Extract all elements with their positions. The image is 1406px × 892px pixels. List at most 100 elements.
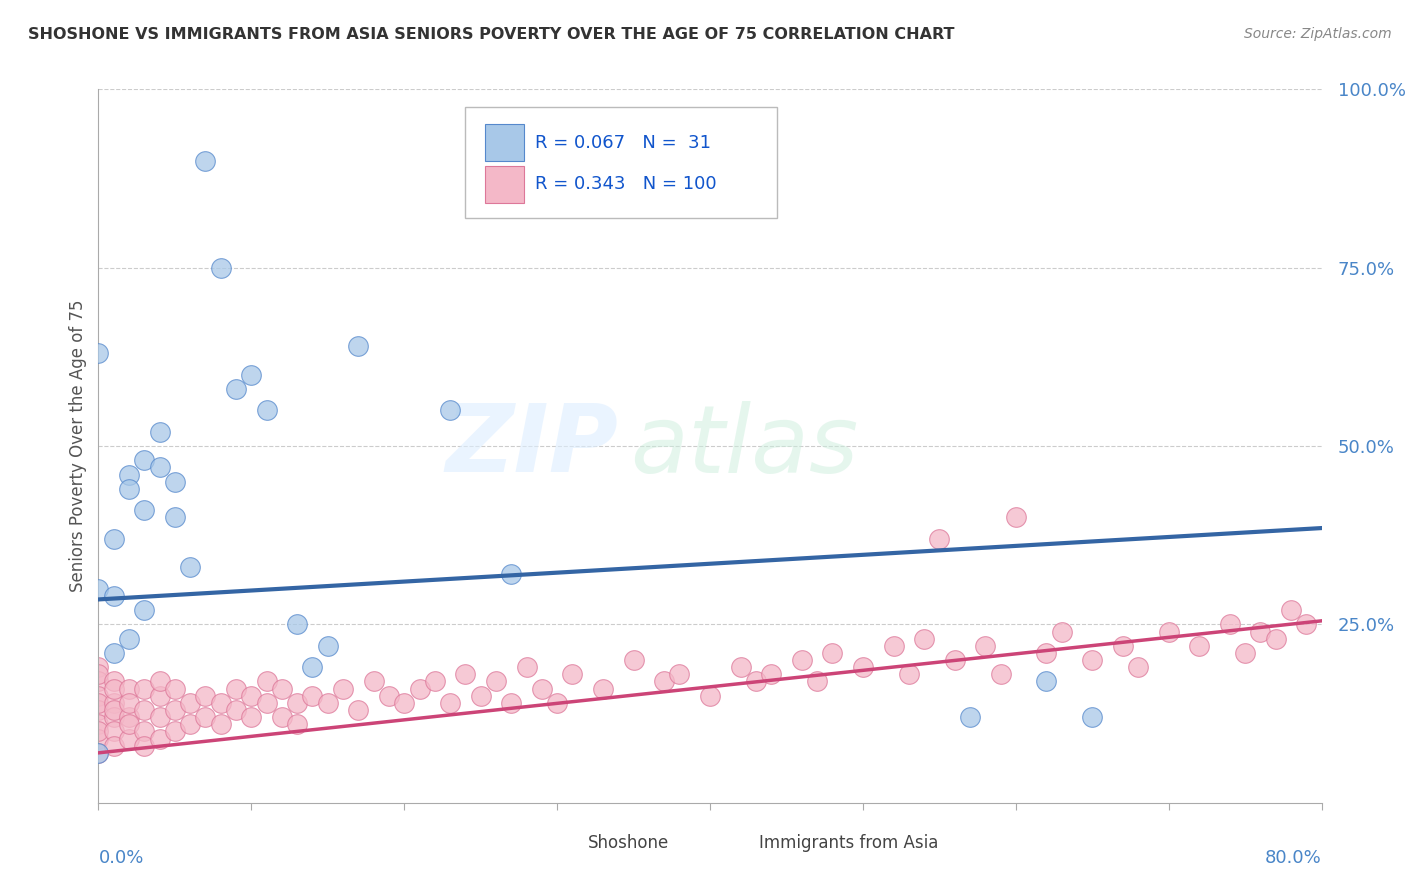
Point <box>256 674 278 689</box>
Point <box>103 724 125 739</box>
Point <box>87 746 110 760</box>
Point <box>118 717 141 731</box>
Point <box>134 453 156 467</box>
FancyBboxPatch shape <box>465 107 778 218</box>
Point <box>149 460 172 475</box>
Point <box>699 689 721 703</box>
Point <box>87 667 110 681</box>
Point <box>1050 624 1073 639</box>
Point <box>163 703 186 717</box>
Point <box>730 660 752 674</box>
Point <box>149 425 172 439</box>
Point <box>87 696 110 710</box>
Text: 80.0%: 80.0% <box>1265 849 1322 867</box>
Point <box>103 646 125 660</box>
Point <box>87 746 110 760</box>
Point <box>118 632 141 646</box>
Point <box>103 681 125 696</box>
Point <box>1295 617 1317 632</box>
Point <box>423 674 446 689</box>
Point <box>194 689 217 703</box>
Text: ZIP: ZIP <box>446 400 619 492</box>
Point <box>912 632 935 646</box>
Point <box>501 567 523 582</box>
Text: atlas: atlas <box>630 401 859 491</box>
Point <box>561 667 583 681</box>
Point <box>454 667 477 681</box>
Point <box>103 739 125 753</box>
Point <box>363 674 385 689</box>
FancyBboxPatch shape <box>485 166 524 202</box>
Point <box>592 681 614 696</box>
Point <box>134 603 156 617</box>
Point <box>1035 674 1057 689</box>
Point <box>225 703 247 717</box>
Point <box>87 689 110 703</box>
Point <box>256 403 278 417</box>
Point <box>118 467 141 482</box>
Point <box>1157 624 1180 639</box>
Point <box>546 696 568 710</box>
Point <box>928 532 950 546</box>
Point <box>652 674 675 689</box>
Point <box>378 689 401 703</box>
Point <box>485 674 508 689</box>
Point <box>1128 660 1150 674</box>
Point <box>149 731 172 746</box>
Point <box>1081 710 1104 724</box>
Point <box>1188 639 1211 653</box>
Point <box>149 674 172 689</box>
Point <box>439 696 461 710</box>
Point <box>392 696 416 710</box>
Point <box>87 346 110 360</box>
Point <box>163 681 186 696</box>
Point <box>1264 632 1286 646</box>
Point <box>347 703 370 717</box>
Point <box>897 667 920 681</box>
Text: R = 0.067   N =  31: R = 0.067 N = 31 <box>536 134 711 152</box>
Y-axis label: Seniors Poverty Over the Age of 75: Seniors Poverty Over the Age of 75 <box>69 300 87 592</box>
Point <box>270 681 292 696</box>
Point <box>87 703 110 717</box>
Point <box>1249 624 1271 639</box>
Point <box>118 731 141 746</box>
Point <box>87 582 110 596</box>
Point <box>943 653 966 667</box>
Point <box>1279 603 1302 617</box>
Point <box>516 660 538 674</box>
Point <box>974 639 997 653</box>
Point <box>332 681 354 696</box>
Point <box>149 689 172 703</box>
Point <box>87 717 110 731</box>
Text: Immigrants from Asia: Immigrants from Asia <box>759 835 938 853</box>
Text: Source: ZipAtlas.com: Source: ZipAtlas.com <box>1244 27 1392 41</box>
Point <box>470 689 492 703</box>
Point <box>1004 510 1026 524</box>
Point <box>256 696 278 710</box>
Point <box>134 503 156 517</box>
Point <box>118 681 141 696</box>
Point <box>163 475 186 489</box>
Point <box>501 696 523 710</box>
Point <box>852 660 875 674</box>
Point <box>103 532 125 546</box>
Point <box>134 703 156 717</box>
Point <box>118 482 141 496</box>
Text: SHOSHONE VS IMMIGRANTS FROM ASIA SENIORS POVERTY OVER THE AGE OF 75 CORRELATION : SHOSHONE VS IMMIGRANTS FROM ASIA SENIORS… <box>28 27 955 42</box>
Point <box>87 660 110 674</box>
Point <box>883 639 905 653</box>
Point <box>301 689 323 703</box>
Point <box>1035 646 1057 660</box>
Point <box>240 368 263 382</box>
Point <box>134 739 156 753</box>
Point <box>439 403 461 417</box>
Point <box>1219 617 1241 632</box>
FancyBboxPatch shape <box>543 830 582 858</box>
FancyBboxPatch shape <box>714 830 752 858</box>
Point <box>408 681 430 696</box>
Point <box>179 696 201 710</box>
Point <box>1112 639 1135 653</box>
Point <box>179 717 201 731</box>
Point <box>225 382 247 396</box>
Point <box>87 731 110 746</box>
